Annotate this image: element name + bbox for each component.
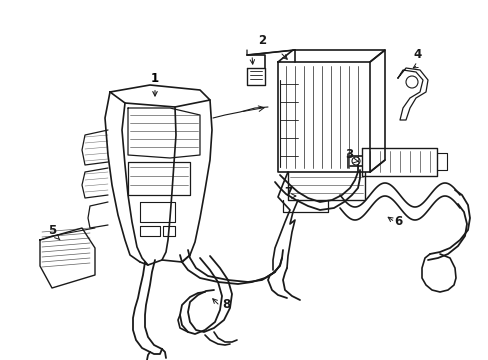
Text: 1: 1	[151, 72, 159, 96]
Text: 7: 7	[284, 186, 291, 199]
Text: 3: 3	[344, 148, 352, 161]
Text: 5: 5	[48, 224, 56, 237]
Text: 4: 4	[413, 48, 421, 61]
Text: 2: 2	[257, 34, 265, 47]
Text: 8: 8	[222, 298, 230, 311]
Text: 6: 6	[393, 215, 401, 228]
